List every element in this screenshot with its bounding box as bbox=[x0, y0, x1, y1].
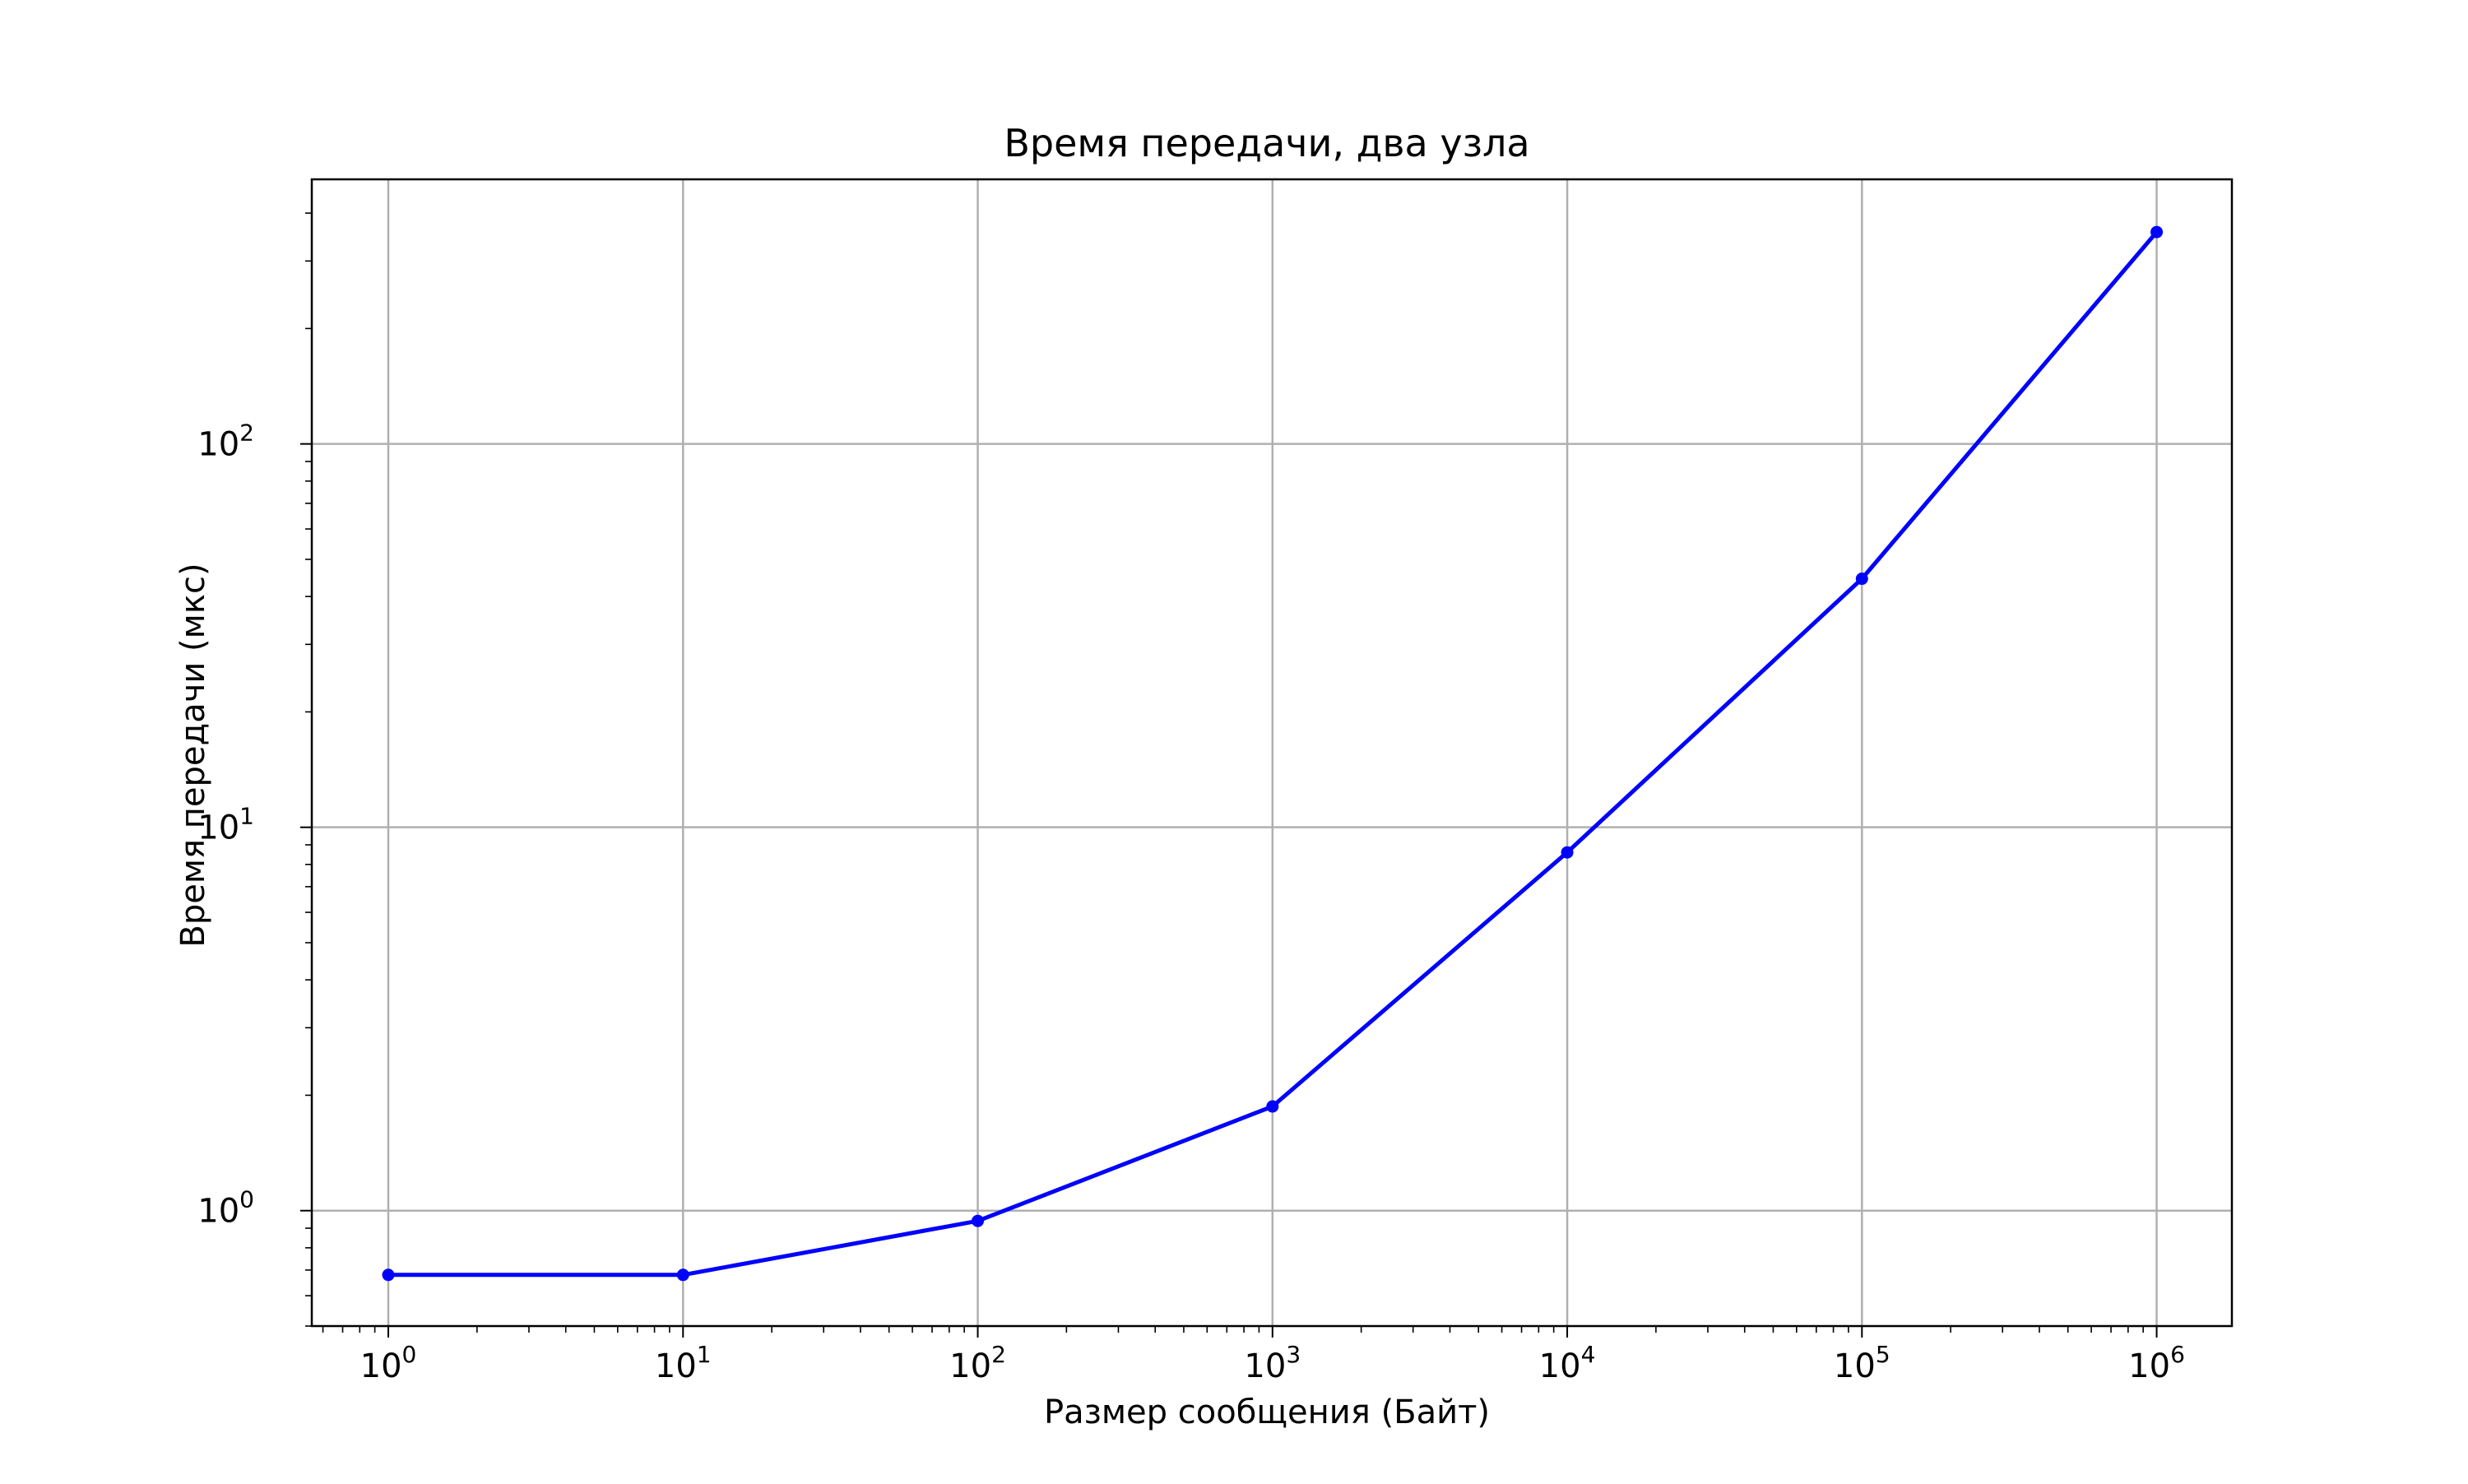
y-tick-label: 101 bbox=[197, 803, 254, 847]
chart-title: Время передачи, два узла bbox=[1004, 121, 1529, 165]
data-point bbox=[1266, 1100, 1279, 1113]
data-point bbox=[676, 1268, 689, 1282]
data-point bbox=[1561, 846, 1574, 859]
x-tick-exponent: 6 bbox=[2170, 1341, 2185, 1368]
data-point bbox=[2150, 225, 2164, 239]
x-tick-exponent: 0 bbox=[402, 1341, 417, 1368]
data-point bbox=[972, 1214, 985, 1227]
y-tick-exponent: 2 bbox=[239, 420, 254, 447]
x-tick-exponent: 1 bbox=[697, 1341, 712, 1368]
y-tick-exponent: 1 bbox=[239, 803, 254, 830]
grid bbox=[312, 179, 2232, 1326]
x-tick-label: 100 bbox=[360, 1341, 417, 1385]
y-tick-exponent: 0 bbox=[239, 1186, 254, 1213]
x-axis-label: Размер сообщения (Байт) bbox=[1044, 1394, 1490, 1431]
data-point bbox=[1855, 573, 1868, 586]
x-tick-exponent: 3 bbox=[1286, 1341, 1301, 1368]
x-tick-exponent: 5 bbox=[1876, 1341, 1890, 1368]
series-layer bbox=[382, 225, 2164, 1282]
x-tick-exponent: 4 bbox=[1581, 1341, 1596, 1368]
y-axis-label: Время передачи (мкс) bbox=[174, 563, 212, 947]
x-tick-exponent: 2 bbox=[991, 1341, 1006, 1368]
data-point bbox=[382, 1268, 395, 1282]
